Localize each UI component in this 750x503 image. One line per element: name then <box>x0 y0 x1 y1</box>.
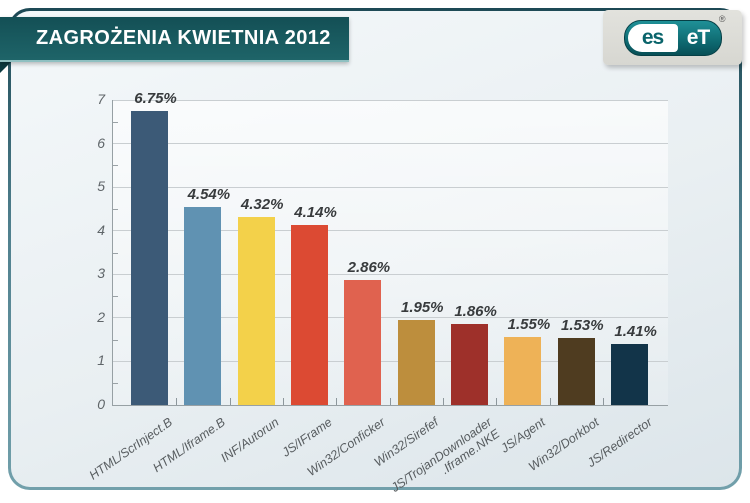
value-label: 4.32% <box>240 195 284 213</box>
value-label: 6.75% <box>134 89 177 107</box>
y-axis-minor-tick <box>113 121 118 123</box>
value-label: 1.53% <box>561 317 604 335</box>
bar <box>131 110 168 405</box>
y-axis-minor-tick <box>113 208 118 210</box>
x-axis-labels: HTML/ScrInject.B HTML/Iframe.B INF/Autorun… <box>86 405 667 503</box>
gridline <box>113 230 668 232</box>
chart-title-banner: ZAGROŻENIA KWIETNIA 2012 <box>0 17 349 62</box>
bar <box>451 323 489 405</box>
y-axis-tick-label: 4 <box>97 221 105 238</box>
x-axis-tick <box>442 398 444 405</box>
value-label: 1.86% <box>454 302 497 320</box>
registered-trademark-icon: ® <box>718 13 726 24</box>
eset-logo-es: es <box>627 23 678 52</box>
ribbon-fold <box>0 62 11 73</box>
x-axis-tick <box>282 398 284 405</box>
y-axis-minor-tick <box>113 339 118 341</box>
gridline <box>113 186 668 188</box>
x-axis-label: JS/Agent <box>498 415 548 456</box>
bar-chart: 0 1 2 3 4 5 6 7 6.75% 4.54% 4.32% 4.14% 2.86% 1.95% 1.… <box>86 90 668 495</box>
value-label: 4.14% <box>294 203 337 221</box>
y-axis-tick-label: 1 <box>97 352 105 369</box>
x-axis-label: JS/TrojanDownloader .Iframe.NKE <box>389 415 503 503</box>
bar <box>344 280 382 405</box>
x-axis-label: INF/Autorun <box>218 415 281 465</box>
eset-logo: es eT ® <box>623 14 726 56</box>
y-axis-tick-label: 3 <box>97 265 105 282</box>
x-axis-tick <box>496 398 498 405</box>
x-axis-tick <box>229 398 231 405</box>
gridline <box>113 99 668 101</box>
y-axis-tick-label: 0 <box>97 396 105 412</box>
bar <box>397 320 435 405</box>
eset-logo-et: eT <box>686 25 711 49</box>
bar <box>557 338 595 405</box>
y-axis-tick-label: 6 <box>97 134 105 151</box>
x-axis-tick <box>549 398 551 405</box>
value-label: 1.55% <box>507 316 551 334</box>
x-axis-tick <box>389 398 391 405</box>
gridline <box>113 143 668 145</box>
y-axis-minor-tick <box>113 296 118 298</box>
value-label: 1.95% <box>400 299 444 317</box>
value-label: 2.86% <box>347 259 391 277</box>
gridline <box>113 317 668 319</box>
x-axis-label-line: INF/Autorun <box>217 415 282 466</box>
x-axis-label-line: JS/TrojanDownloader <box>388 415 495 495</box>
gridline <box>113 273 668 275</box>
eset-logo-box: es eT ® <box>603 10 742 65</box>
bar <box>291 224 329 405</box>
y-axis-tick-label: 2 <box>97 308 105 325</box>
x-axis-label-line: JS/Agent <box>498 415 548 456</box>
bar <box>611 343 649 405</box>
page-title: ZAGROŻENIA KWIETNIA 2012 <box>36 27 331 49</box>
x-axis-tick <box>602 398 604 405</box>
y-axis-minor-tick <box>113 383 118 385</box>
x-axis-tick <box>336 398 338 405</box>
y-axis-tick-label: 5 <box>97 178 105 195</box>
gridline <box>113 360 668 362</box>
bar <box>237 216 275 405</box>
bar <box>504 337 542 405</box>
value-label: 1.41% <box>614 322 657 340</box>
bar <box>184 207 222 405</box>
y-axis-minor-tick <box>113 252 118 254</box>
y-axis-tick-label: 7 <box>97 91 105 107</box>
x-axis-tick <box>176 398 178 405</box>
plot-area: 0 1 2 3 4 5 6 7 6.75% 4.54% 4.32% 4.14% 2.86% 1.95% 1.… <box>97 90 668 412</box>
value-label: 4.54% <box>187 186 231 204</box>
y-axis-minor-tick <box>113 165 118 167</box>
